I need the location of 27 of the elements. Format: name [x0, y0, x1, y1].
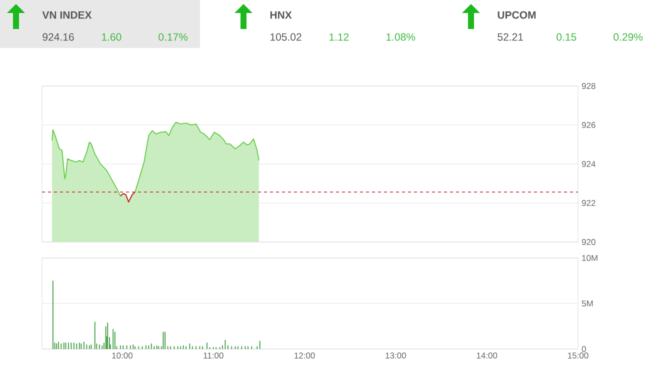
text: 1.12 [330, 33, 349, 41]
text: HNX [270, 11, 292, 19]
y-tick-label: 10M [582, 255, 598, 262]
text: 0.29% [614, 33, 643, 41]
x-tick-label: 13:00 [386, 352, 406, 359]
x-tick-label: 10:00 [112, 352, 133, 359]
x-tick-label: 14:00 [476, 352, 498, 359]
y-tick-label: 920 [582, 239, 596, 246]
line-series [120, 192, 136, 203]
x-tick-label: 12:00 [294, 352, 315, 359]
text: VN INDEX [42, 11, 92, 19]
y-tick-label: 926 [582, 122, 596, 128]
text: 0.17% [158, 33, 188, 41]
text: 924.16 [42, 33, 74, 41]
y-tick-label: 924 [582, 161, 596, 168]
text: UPCOM [498, 11, 536, 19]
text: 105.02 [270, 33, 302, 41]
x-tick-label: 15:00 [568, 352, 588, 359]
y-tick-label: 5M [582, 300, 593, 306]
text: 1.08% [386, 33, 416, 41]
text: 52.21 [498, 33, 523, 41]
text: 0.15 [556, 33, 576, 41]
y-tick-label: 928 [582, 83, 596, 90]
x-tick-label: 11:00 [204, 352, 224, 359]
y-tick-label: 922 [582, 200, 596, 206]
y-tick-label: 0 [582, 346, 586, 352]
text: 1.60 [102, 33, 122, 41]
